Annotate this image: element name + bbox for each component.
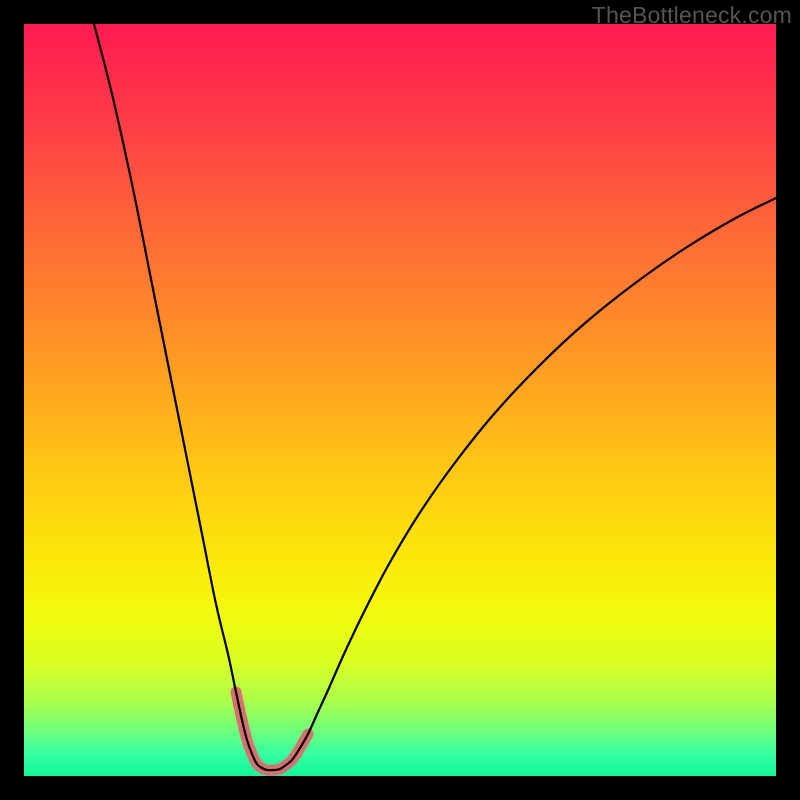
- watermark-text: TheBottleneck.com: [592, 2, 792, 29]
- curve-layer: [24, 24, 776, 776]
- chart-root: TheBottleneck.com: [0, 0, 800, 800]
- plot-area: [24, 24, 776, 776]
- bottleneck-curve: [94, 24, 776, 770]
- bottleneck-highlight-curve: [236, 692, 308, 770]
